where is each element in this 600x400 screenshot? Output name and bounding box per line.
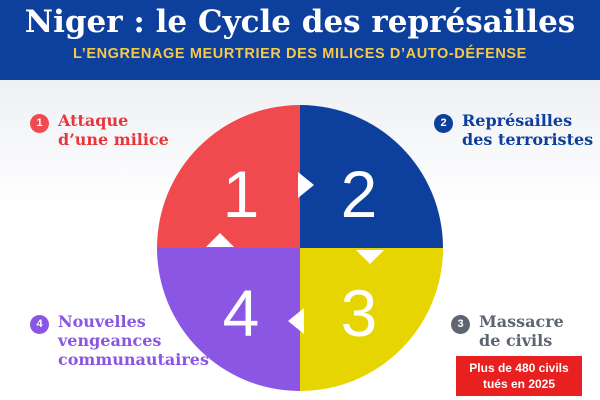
arrow-1-to-2	[298, 172, 314, 198]
segment-1	[157, 105, 300, 248]
segment-number-1: 1	[223, 157, 260, 231]
page-title: Niger : le Cycle des représailles	[24, 4, 576, 40]
step-3-label: Massacre de civils	[479, 312, 564, 350]
step-1-badge: 1	[30, 114, 49, 133]
step-4-label: Nouvelles vengeances communautaires	[58, 312, 209, 369]
step-3-badge: 3	[451, 315, 470, 334]
step-2-label: Représailles des terroristes	[462, 111, 594, 149]
page-subtitle: L’ENGRENAGE MEURTRIER DES MILICES D’AUTO…	[73, 46, 527, 62]
step-4-badge: 4	[30, 315, 49, 334]
step-1: 1 Attaque d’une milice	[30, 111, 169, 149]
arrow-4-to-1	[206, 233, 234, 247]
segment-2	[300, 105, 443, 248]
step-2-badge: 2	[434, 114, 453, 133]
step-4: 4 Nouvelles vengeances communautaires	[30, 312, 209, 369]
civilian-toll-badge: Plus de 480 civils tués en 2025	[456, 356, 582, 396]
step-3: 3 Massacre de civils	[451, 312, 564, 350]
segment-4	[157, 248, 300, 391]
segment-number-4: 4	[223, 276, 260, 350]
segment-3	[300, 248, 443, 391]
step-2: 2 Représailles des terroristes	[434, 111, 593, 149]
segment-number-2: 2	[341, 157, 378, 231]
arrow-3-to-4	[288, 308, 304, 334]
header-banner: Niger : le Cycle des représailles L’ENGR…	[0, 0, 600, 80]
arrow-2-to-3	[356, 250, 384, 264]
segment-number-3: 3	[341, 276, 378, 350]
step-1-label: Attaque d’une milice	[58, 111, 169, 149]
